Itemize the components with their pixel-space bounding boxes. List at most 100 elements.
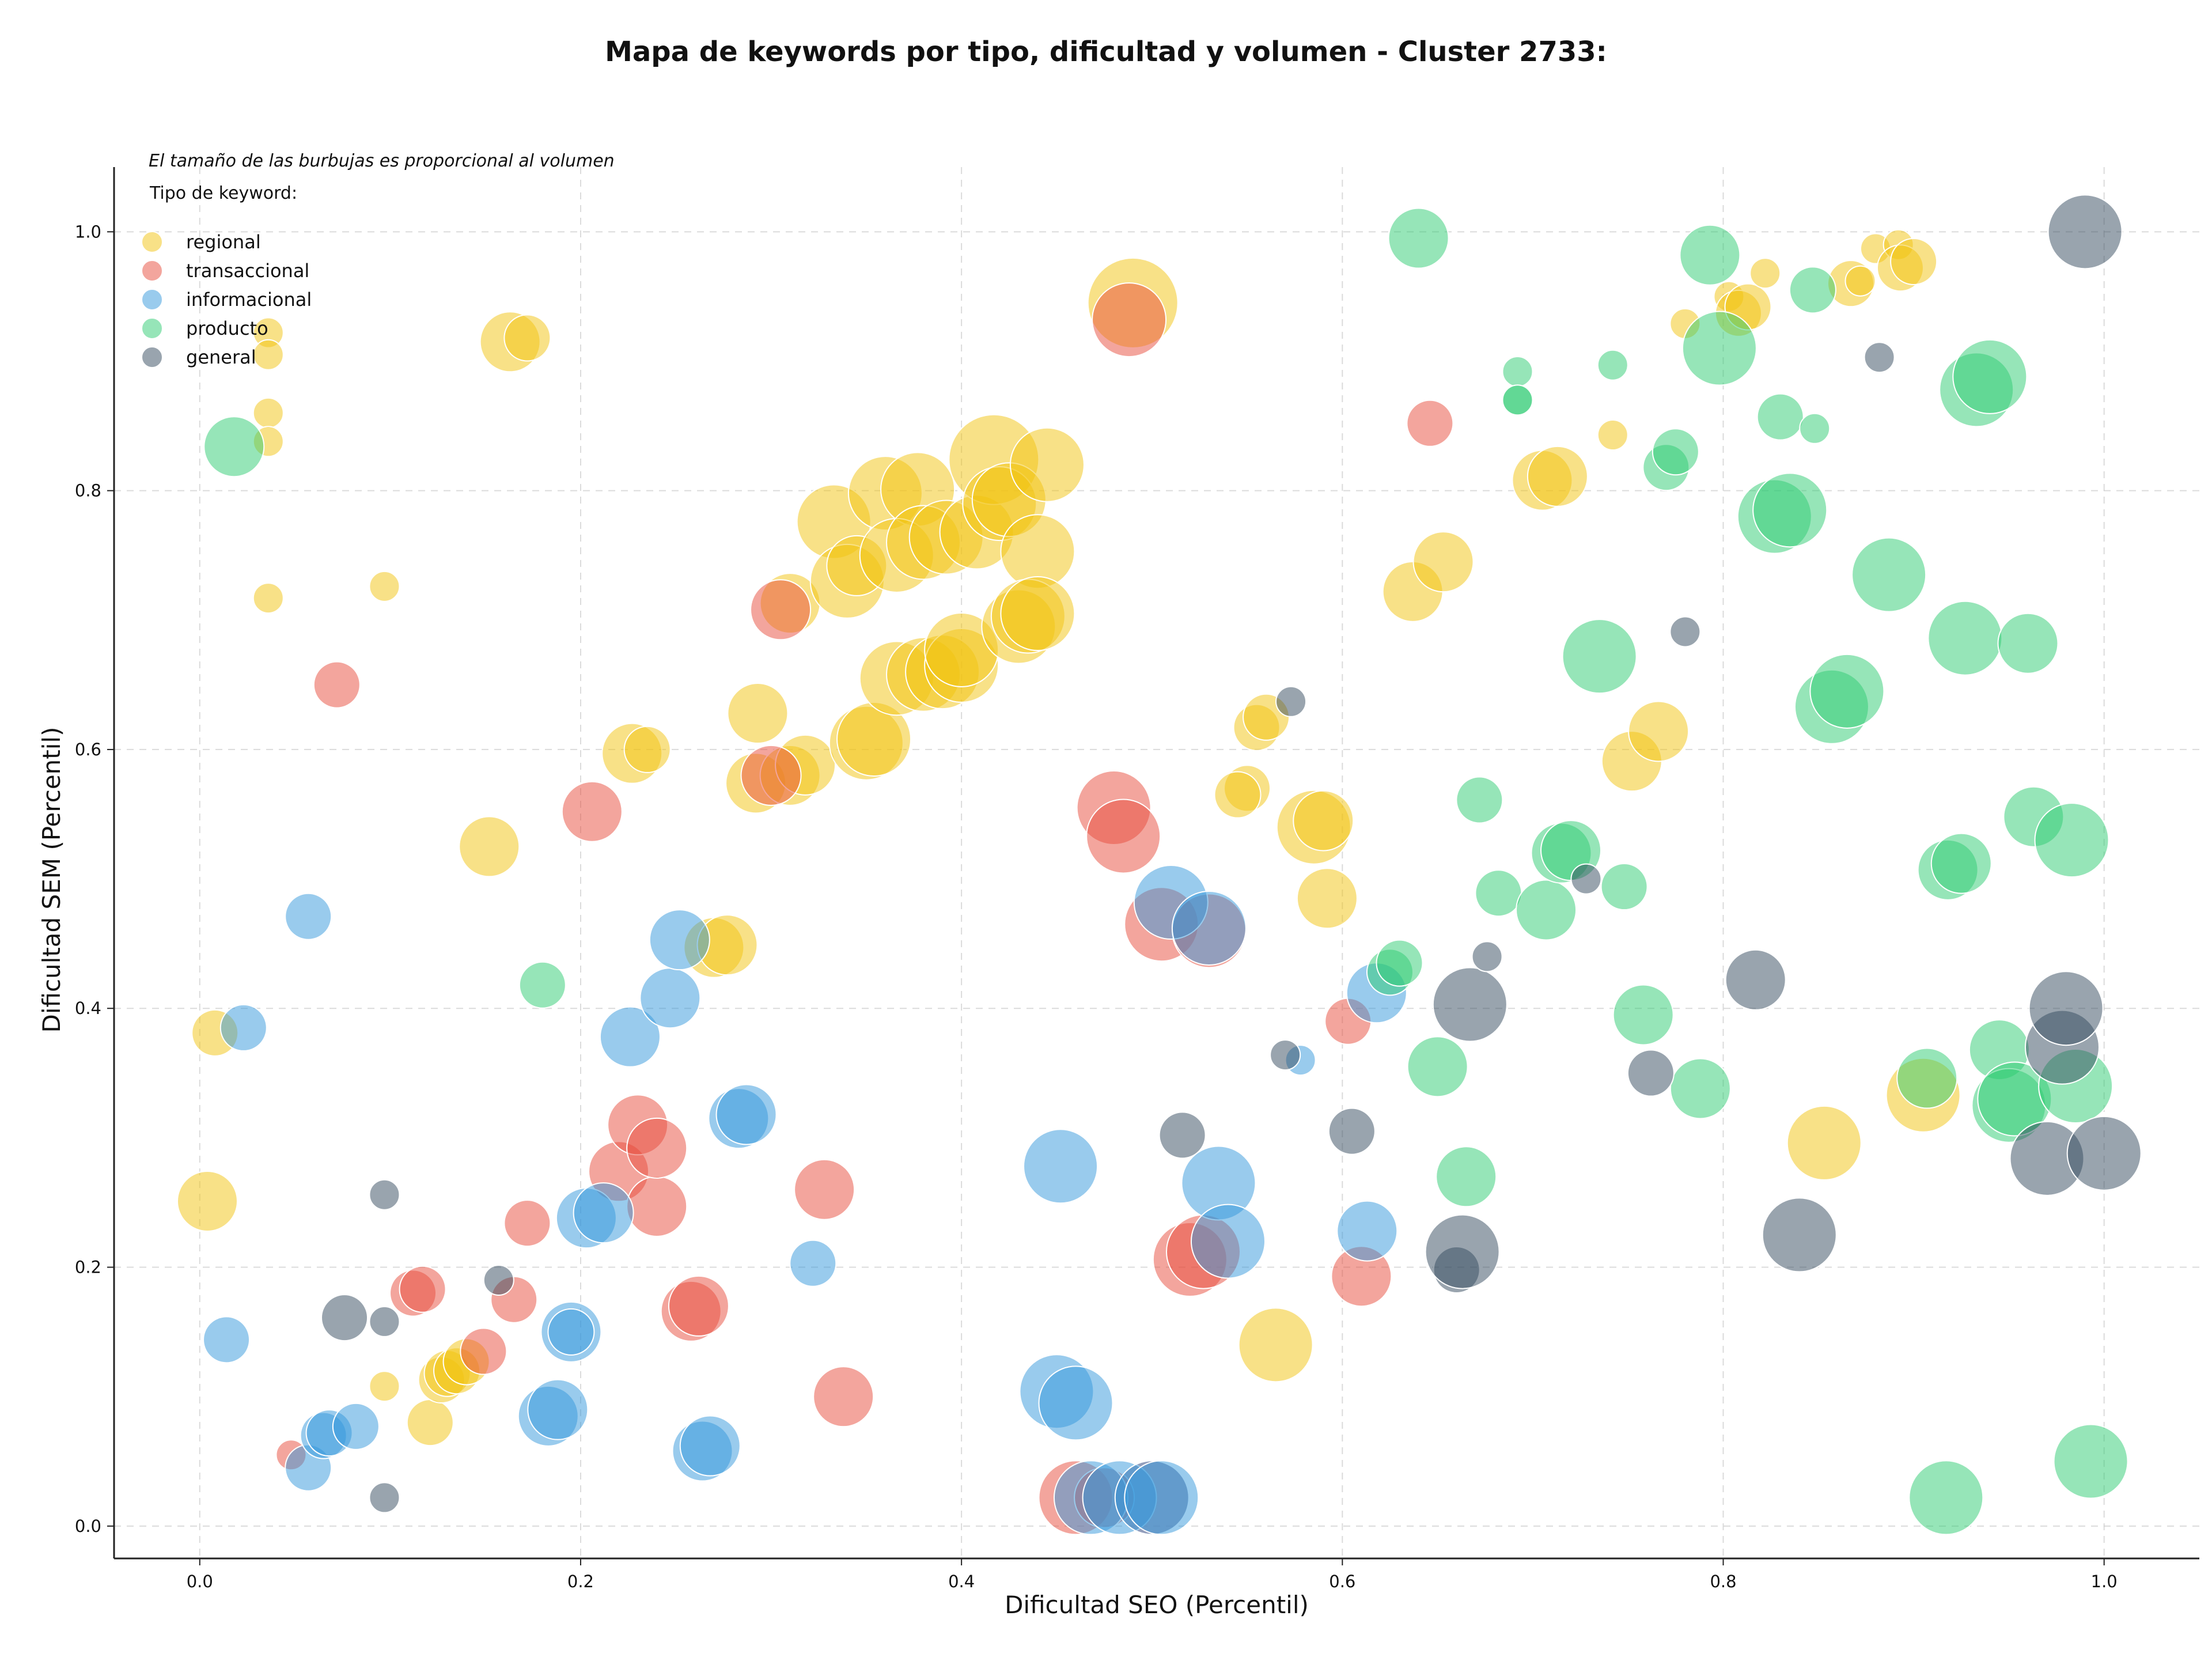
bubble-regional [503, 314, 551, 362]
bubble-producto [1502, 355, 1533, 387]
bubble-general [1570, 863, 1602, 895]
y-tick-label: 0.2 [75, 1258, 101, 1277]
bubble-transaccional [561, 781, 623, 842]
bubble-general [1627, 1049, 1675, 1097]
y-tick-label: 0.8 [75, 481, 101, 501]
legend-marker [141, 231, 163, 253]
grid-lines [114, 167, 2199, 1558]
bubble-producto [1681, 311, 1757, 386]
bubble-informacional [679, 1415, 741, 1477]
bubble-regional [459, 816, 520, 877]
bubble-transaccional [626, 1175, 688, 1237]
bubble-informacional [332, 1402, 380, 1450]
bubble-regional [252, 397, 284, 429]
bubble-producto [1952, 339, 2028, 414]
bubble-informacional [1124, 1460, 1199, 1535]
bubble-general [483, 1265, 514, 1296]
bubble-transaccional [626, 1117, 688, 1179]
bubble-general [1328, 1107, 1376, 1155]
bubble-regional [1000, 576, 1075, 652]
bubble-general [1669, 616, 1701, 648]
bubble-producto [1475, 869, 1522, 917]
legend-label: regional [186, 231, 261, 253]
bubble-producto [203, 416, 265, 478]
bubble-transaccional [399, 1265, 446, 1313]
x-tick-label: 1.0 [2091, 1572, 2118, 1591]
bubble-producto [1896, 1047, 1958, 1109]
legend-marker [141, 260, 163, 282]
bubble-regional [369, 570, 400, 602]
bubble-informacional [639, 967, 701, 1029]
legend-marker [141, 317, 163, 339]
bubble-producto [2053, 1424, 2128, 1499]
bubble-general [369, 1179, 400, 1210]
legend-item-regional: regional [141, 231, 261, 253]
bubble-transaccional [750, 579, 812, 641]
bubble-regional [176, 1170, 238, 1232]
bubble-producto [1927, 600, 2003, 676]
bubble-regional [1890, 237, 1938, 285]
y-axis-label: Dificultad SEM (Percentil) [37, 727, 66, 1033]
bubble-producto [1789, 266, 1836, 314]
legend-item-producto: producto [141, 317, 268, 339]
y-ticks: 0.0 0.2 0.4 0.6 0.8 1.0 [75, 222, 114, 1536]
y-tick-label: 0.6 [75, 740, 101, 759]
bubble-producto [1597, 349, 1628, 381]
bubble-general [2028, 971, 2104, 1046]
bubble-size-note: El tamaño de las burbujas es proporciona… [149, 151, 615, 171]
bubbles-layer [176, 194, 2142, 1535]
bubble-producto [1562, 619, 1637, 694]
legend-marker [141, 289, 163, 311]
bubble-producto [1502, 384, 1533, 416]
y-tick-label: 0.4 [75, 998, 101, 1018]
bubble-informacional [219, 1004, 267, 1051]
bubble-general [1725, 949, 1786, 1011]
bubble-general [1471, 941, 1503, 973]
bubble-informacional [789, 1239, 837, 1287]
bubble-informacional [599, 1006, 661, 1068]
x-tick-label: 0.0 [187, 1572, 213, 1591]
bubble-producto [1756, 393, 1804, 441]
bubble-transaccional [1406, 399, 1454, 447]
bubble-informacional [649, 909, 710, 971]
bubble-general [1432, 967, 1508, 1042]
bubble-regional [1527, 445, 1588, 507]
bubble-general [1425, 1214, 1500, 1289]
bubble-regional [252, 582, 284, 614]
bubble-producto [1908, 1460, 1984, 1535]
bubble-general [1270, 1039, 1301, 1071]
bubble-producto [1612, 984, 1674, 1046]
x-tick-label: 0.2 [567, 1572, 594, 1591]
bubble-transaccional [313, 661, 361, 709]
bubble-informacional [203, 1316, 251, 1364]
bubble-informacional [1171, 890, 1247, 966]
bubble-regional [1296, 868, 1358, 929]
bubble-general [1863, 342, 1895, 373]
bubble-producto [1997, 612, 2059, 674]
series-informacional [203, 865, 1407, 1535]
bubble-producto [2034, 803, 2109, 878]
bubble-informacional [1023, 1129, 1099, 1204]
bubble-producto [1669, 1058, 1731, 1119]
bubble-general [2066, 1115, 2142, 1191]
legend: Tipo de keyword: regional transaccional in… [141, 183, 312, 368]
bubble-producto [1600, 863, 1648, 911]
bubble-regional [406, 1399, 454, 1447]
legend-marker [141, 346, 163, 368]
bubble-producto [1516, 879, 1577, 941]
legend-label: general [186, 346, 256, 368]
bubble-transaccional [813, 1366, 874, 1428]
bubble-general [2047, 194, 2123, 270]
bubble-regional [1214, 771, 1262, 819]
bubble-producto [1435, 1146, 1497, 1208]
bubble-informacional [1038, 1365, 1113, 1441]
bubble-regional [252, 339, 284, 370]
bubble-transaccional [668, 1275, 729, 1337]
bubble-producto [1851, 537, 1927, 612]
bubble-producto [518, 961, 566, 1009]
bubble-producto [1407, 1036, 1468, 1098]
bubble-producto [1930, 833, 1992, 894]
legend-item-informacional: informacional [141, 289, 312, 311]
bubble-general [1275, 686, 1307, 717]
